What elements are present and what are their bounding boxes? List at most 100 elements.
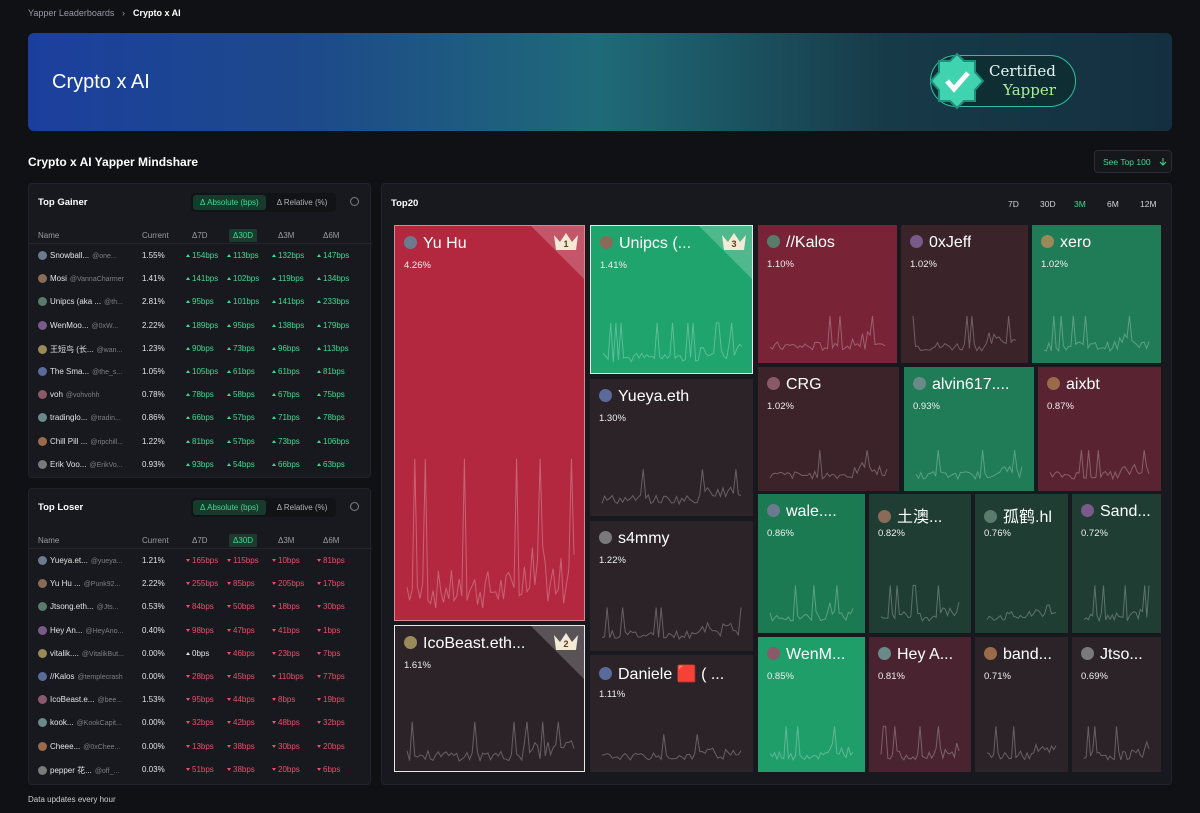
row-name[interactable]: Yu Hu ... @Punk92... xyxy=(38,579,138,589)
row-name[interactable]: Snowball... @one... xyxy=(38,251,138,260)
breadcrumb-link[interactable]: Yapper Leaderboards xyxy=(28,8,115,18)
period-button[interactable]: 12M xyxy=(1140,199,1157,209)
change-text: 154bps xyxy=(192,251,219,260)
column-header: Name xyxy=(38,231,60,240)
avatar xyxy=(38,344,47,354)
trend-arrow xyxy=(317,605,321,609)
treemap-tile[interactable]: 土澳... 0.82% xyxy=(869,494,971,633)
column-header[interactable]: Δ30D xyxy=(229,229,258,242)
row-name[interactable]: 王短鸟 (长... @wan... xyxy=(38,344,138,355)
treemap-tile[interactable]: Yueya.eth 1.30% xyxy=(590,379,753,516)
treemap-tile[interactable]: wale.... 0.86% xyxy=(758,494,865,633)
column-header[interactable]: Current xyxy=(142,536,169,545)
tab[interactable]: Δ Absolute (bps) xyxy=(193,500,266,515)
change-text: 95bps xyxy=(192,695,214,705)
period-button[interactable]: 7D xyxy=(1008,199,1019,209)
row-name[interactable]: voh @vohvohh xyxy=(38,390,138,400)
column-header[interactable]: Δ7D xyxy=(192,231,208,240)
tile-share: 1.02% xyxy=(767,401,794,412)
change-value: 45bps xyxy=(227,672,255,681)
row-name[interactable]: WenMoo... @0xW... xyxy=(38,320,138,330)
treemap-tile[interactable]: 1 Yu Hu 4.26% xyxy=(394,225,585,621)
change-text: 51bps xyxy=(192,764,214,774)
section-title: Crypto x AI Yapper Mindshare xyxy=(28,155,199,169)
trend-arrow xyxy=(186,393,190,397)
user-handle: @Jts... xyxy=(96,604,119,612)
change-value: 57bps xyxy=(227,437,255,446)
change-text: 28bps xyxy=(192,672,214,681)
treemap-tile[interactable]: Jtso... 0.69% xyxy=(1072,637,1161,772)
change-text: 98bps xyxy=(192,625,214,635)
column-header[interactable]: Current xyxy=(142,231,169,240)
row-name[interactable]: Unipcs (aka ... @th... xyxy=(38,297,138,307)
tab[interactable]: Δ Absolute (bps) xyxy=(193,195,266,210)
row-name[interactable]: Erik Voo... @ErikVo... xyxy=(38,459,138,469)
row-name[interactable]: Chill Pill ... @ripchill... xyxy=(38,436,138,446)
treemap-tile[interactable]: 0xJeff 1.02% xyxy=(901,225,1028,363)
treemap-tile[interactable]: CRG 1.02% xyxy=(758,367,899,491)
sparkline-path xyxy=(601,469,742,506)
change-text: 32bps xyxy=(323,718,345,728)
treemap-tile[interactable]: alvin617.... 0.93% xyxy=(904,367,1034,491)
change-value: 28bps xyxy=(186,672,214,681)
trend-arrow xyxy=(272,744,276,748)
treemap-tile[interactable]: aixbt 0.87% xyxy=(1038,367,1161,491)
treemap-tile[interactable]: s4mmy 1.22% xyxy=(590,521,753,651)
column-header[interactable]: Δ6M xyxy=(323,536,340,545)
user-handle: @ripchill... xyxy=(90,438,124,446)
sparkline xyxy=(986,604,1057,621)
treemap-tile[interactable]: xero 1.02% xyxy=(1032,225,1161,363)
row-name[interactable]: kook... @KookCapit... xyxy=(38,718,138,728)
change-text: 61bps xyxy=(233,367,255,376)
see-top-button[interactable]: See Top 100 xyxy=(1094,150,1172,173)
trend-arrow xyxy=(227,346,231,350)
change-value: 73bps xyxy=(227,344,255,353)
change-value: 110bps xyxy=(272,672,304,681)
row-name[interactable]: Mosi @VannaCharmer xyxy=(38,274,138,284)
row-name[interactable]: Yueya.et... @yueya... xyxy=(38,556,138,565)
user-name: vitalik.... xyxy=(50,648,79,658)
trend-arrow xyxy=(186,370,190,373)
row-name[interactable]: vitalik.... @VitalikBut... xyxy=(38,648,138,658)
avatar xyxy=(38,579,47,589)
trend-arrow xyxy=(186,254,190,257)
tab[interactable]: Δ Relative (%) xyxy=(276,503,328,512)
treemap-tile[interactable]: band... 0.71% xyxy=(975,637,1068,772)
row-name[interactable]: tradinglo... @tradin... xyxy=(38,413,138,423)
treemap-tile[interactable]: //Kalos 1.10% xyxy=(758,225,897,363)
sparkline-path xyxy=(1049,450,1150,481)
row-name[interactable]: IcoBeast.e... @bee... xyxy=(38,695,138,705)
change-text: 7bps xyxy=(323,648,341,658)
column-header[interactable]: Δ6M xyxy=(323,231,340,240)
treemap-tile[interactable]: 孤鹤.hl 0.76% xyxy=(975,494,1068,633)
period-button[interactable]: 30D xyxy=(1040,199,1056,209)
current-share: 0.86% xyxy=(142,413,165,423)
user-name: Mosi xyxy=(50,274,67,284)
treemap-tile[interactable]: WenM... 0.85% xyxy=(758,637,865,772)
treemap-tile[interactable]: Sand... 0.72% xyxy=(1072,494,1161,633)
row-name[interactable]: The Sma... @the_s... xyxy=(38,367,138,376)
period-button[interactable]: 3M xyxy=(1074,199,1086,209)
change-value: 20bps xyxy=(272,765,300,774)
change-value: 32bps xyxy=(317,718,345,727)
sparkline xyxy=(406,226,584,609)
column-header[interactable]: Δ30D xyxy=(229,534,258,547)
change-text: 138bps xyxy=(278,320,305,330)
treemap-tile[interactable]: Daniele 🟥 ( ... 1.11% xyxy=(590,655,753,772)
tab[interactable]: Δ Relative (%) xyxy=(276,198,328,207)
column-header[interactable]: Δ3M xyxy=(278,536,295,545)
column-header[interactable]: Δ7D xyxy=(192,536,208,545)
row-name[interactable]: Jtsong.eth... @Jts... xyxy=(38,602,138,612)
treemap-tile[interactable]: Hey A... 0.81% xyxy=(869,637,971,772)
change-value: 67bps xyxy=(272,390,300,399)
row-name[interactable]: Cheee... @0xChee... xyxy=(38,741,138,751)
change-value: 95bps xyxy=(186,695,214,704)
row-name[interactable]: Hey An... @HeyAno... xyxy=(38,625,138,635)
row-name[interactable]: //Kalos @templecrash xyxy=(38,672,138,681)
treemap-tile[interactable]: 3 Unipcs (... 1.41% xyxy=(590,225,753,374)
treemap-tile[interactable]: 2 IcoBeast.eth... 1.61% xyxy=(394,625,585,772)
period-button[interactable]: 6M xyxy=(1107,199,1119,209)
column-header[interactable]: Δ3M xyxy=(278,231,295,240)
row-name[interactable]: pepper 花... @off_... xyxy=(38,765,138,776)
sparkline-path xyxy=(406,458,575,609)
